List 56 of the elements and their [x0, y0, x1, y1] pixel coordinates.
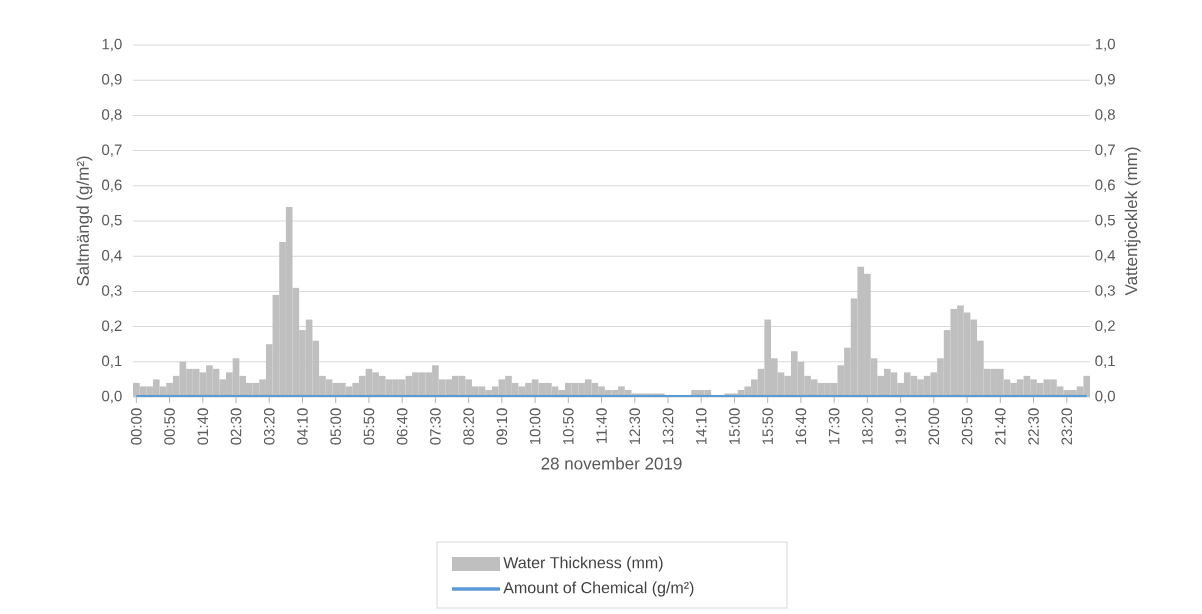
x-tick-label: 09:10 [496, 408, 508, 445]
x-tick-label: 13:20 [662, 408, 674, 445]
y2-tick-label: 0,7 [1095, 144, 1115, 157]
y-tick-label: 0,6 [102, 179, 122, 192]
x-tick-label: 05:00 [330, 408, 342, 445]
x-tick-label: 00:50 [164, 408, 175, 445]
y2-tick-label: 1,0 [1095, 38, 1115, 52]
x-tick-label: 19:10 [895, 408, 906, 445]
legend-label: Water Thickness (mm) [503, 556, 663, 572]
y2-tick-label: 0,1 [1095, 355, 1115, 368]
y2-tick-label: 0,6 [1095, 179, 1115, 192]
y2-axis-title: Vattentjocklek (mm) [1124, 147, 1141, 296]
x-tick-label: 17:30 [828, 408, 840, 445]
x-tick-label: 01:40 [197, 408, 209, 445]
legend-label: Amount of Chemical (g/m²) [503, 581, 694, 597]
x-tick-label: 06:40 [396, 408, 408, 445]
y-tick-label: 0,5 [102, 214, 122, 228]
x-tick-label: 22:30 [1028, 408, 1039, 445]
x-tick-label: 15:50 [762, 408, 773, 445]
y-tick-label: 0,9 [102, 74, 122, 87]
y-tick-label: 0,8 [102, 109, 122, 122]
x-tick-label: 02:30 [230, 408, 242, 445]
y2-tick-label: 0,2 [1095, 320, 1115, 333]
x-tick-label: 15:00 [729, 408, 740, 445]
y-tick-label: 0,4 [102, 250, 122, 263]
x-tick-label: 10:50 [563, 408, 574, 445]
y2-tick-label: 0,8 [1095, 109, 1115, 122]
x-tick-label: 23:20 [1061, 408, 1073, 445]
y2-tick-label: 0,9 [1095, 73, 1115, 87]
x-tick-label: 04:10 [297, 408, 308, 445]
y2-tick-label: 0,0 [1095, 390, 1115, 404]
x-tick-label: 11:40 [596, 408, 607, 443]
x-tick-label: 14:10 [695, 408, 707, 445]
y-tick-label: 0,3 [102, 285, 122, 298]
x-axis-title: 28 november 2019 [541, 457, 682, 470]
y2-tick-label: 0,3 [1095, 285, 1115, 298]
y-tick-label: 0,7 [102, 144, 122, 157]
x-tick-label: 20:00 [928, 408, 940, 445]
y-tick-label: 1,0 [102, 38, 122, 52]
x-tick-label: 08:20 [463, 408, 474, 445]
y2-tick-label: 0,5 [1095, 214, 1115, 228]
x-tick-label: 05:50 [363, 408, 375, 445]
y2-tick-label: 0,4 [1095, 249, 1116, 263]
y-axis-title: Saltmängd (g/m²) [76, 156, 93, 286]
x-tick-label: 12:30 [629, 408, 641, 445]
y-tick-label: 0,2 [102, 320, 122, 333]
x-tick-label: 16:40 [795, 408, 807, 445]
x-tick-label: 18:20 [862, 408, 873, 445]
y-tick-label: 0,1 [102, 355, 122, 368]
x-tick-label: 07:30 [430, 408, 441, 445]
x-tick-label: 21:40 [994, 408, 1006, 445]
x-tick-label: 10:00 [529, 408, 541, 445]
x-tick-label: 20:50 [961, 408, 973, 445]
y-tick-label: 0,0 [102, 390, 122, 404]
x-tick-label: 00:00 [131, 408, 142, 445]
x-tick-label: 03:20 [263, 408, 275, 445]
